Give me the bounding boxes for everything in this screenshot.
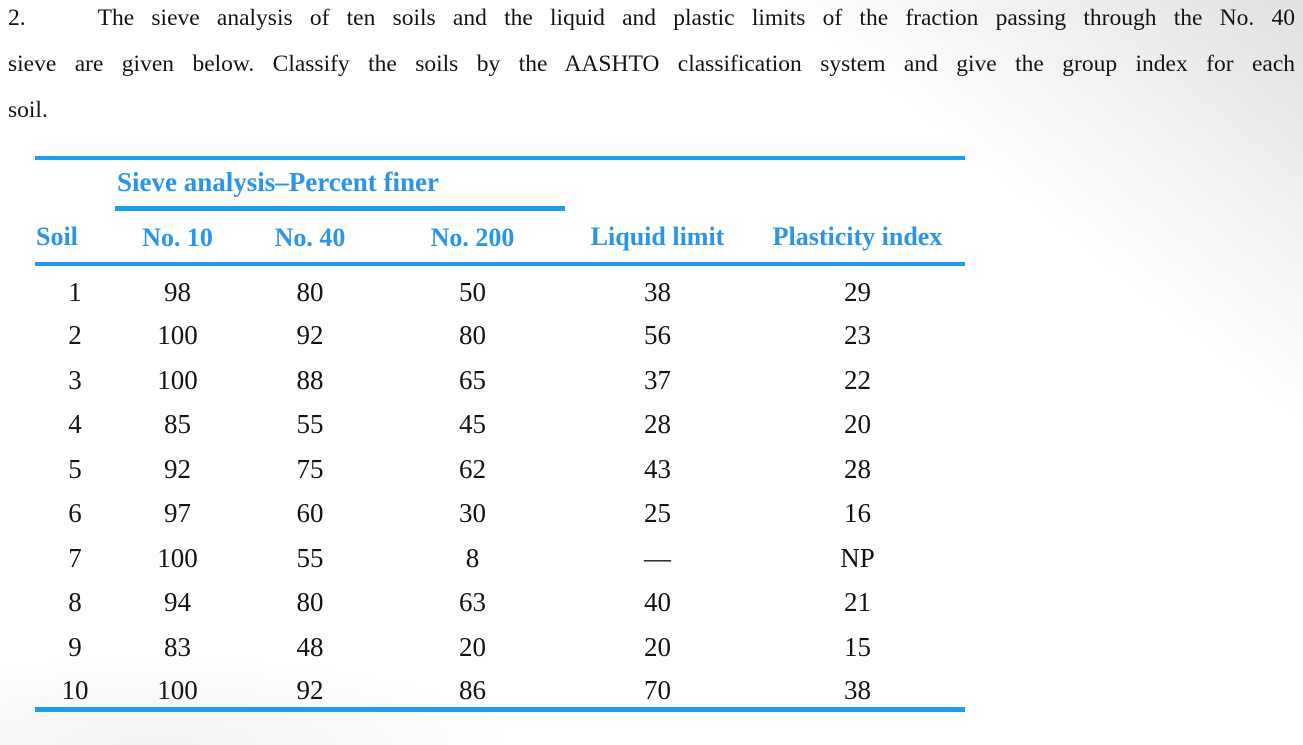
sieve-analysis-span-header: Sieve analysis–Percent finer: [115, 158, 565, 211]
column-header-no-10: No. 10: [142, 223, 213, 253]
table-cell: 63: [459, 587, 486, 618]
table-cell: 55: [296, 409, 324, 440]
span-header-row: Sieve analysis–Percent finer: [35, 158, 965, 211]
table-row: 2 100 92 80 56 23: [35, 309, 965, 354]
table-cell: 9: [68, 631, 82, 662]
table-cell: 29: [844, 276, 871, 307]
problem-line-1: 2. The sieve analysis of ten soils and th…: [8, 0, 1295, 42]
table-cell: 48: [296, 631, 324, 662]
table-cell: 25: [644, 498, 671, 529]
table-cell: 15: [844, 631, 871, 662]
table-row: 7 100 55 8 — NP: [35, 531, 965, 576]
table-cell: 83: [164, 631, 191, 662]
table-cell: 100: [157, 542, 198, 573]
table-cell: 20: [844, 409, 871, 440]
problem-line-2-text: sieve are given below. Classify the soil…: [8, 50, 1295, 77]
empty-cell: [750, 158, 965, 208]
table-cell: 65: [459, 364, 486, 395]
column-header-soil: Soil: [36, 222, 78, 251]
table-cell: 4: [68, 409, 82, 440]
table-row: 1 98 80 50 38 29: [35, 264, 965, 309]
table-cell: 94: [164, 587, 191, 618]
table-row: 5 92 75 62 43 28: [35, 442, 965, 487]
table-cell: 28: [644, 409, 671, 440]
table-cell: 80: [296, 276, 324, 307]
column-header-plasticity-index: Plasticity index: [772, 222, 943, 251]
problem-line-3: soil.: [8, 88, 1295, 134]
table-cell: 8: [68, 587, 82, 618]
table-cell: 100: [157, 364, 198, 395]
table-cell: 86: [459, 675, 486, 705]
table-cell: 85: [164, 409, 191, 440]
table-cell: 75: [296, 453, 324, 484]
table-row: 4 85 55 45 28 20: [35, 398, 965, 443]
table-cell: 7: [68, 542, 82, 573]
table-cell: 80: [296, 587, 324, 618]
problem-line-2: sieve are given below. Classify the soil…: [8, 42, 1295, 88]
table-cell: 80: [459, 320, 486, 351]
table-cell: 10: [61, 675, 89, 705]
column-header-no-200: No. 200: [430, 223, 515, 253]
soil-data-table: Sieve analysis–Percent finer Soil No. 10 N…: [35, 156, 965, 712]
table-cell: —: [644, 542, 671, 573]
table-cell: 2: [68, 320, 82, 351]
table-cell: 37: [644, 364, 671, 395]
table-cell: 43: [644, 453, 671, 484]
table-cell: 20: [459, 631, 486, 662]
table-row: 9 83 48 20 20 15: [35, 620, 965, 665]
problem-number: 2.: [8, 5, 26, 31]
table-cell: 21: [844, 587, 871, 618]
table-cell: 92: [164, 453, 191, 484]
table-cell: 55: [296, 542, 324, 573]
empty-cell: [565, 158, 750, 208]
table-cell: 92: [296, 320, 324, 351]
table-cell: NP: [840, 542, 875, 573]
table-body: 1 98 80 50 38 29 2 100 92 80 56 23 3 100 88 65 37 22 4 85 55…: [35, 264, 965, 709]
table-cell: 23: [844, 320, 871, 351]
column-header-liquid-limit: Liquid limit: [590, 222, 725, 251]
problem-line-1-text: The sieve analysis of ten soils and the …: [97, 5, 1295, 31]
table-cell: 97: [164, 498, 191, 529]
table-cell: 38: [644, 276, 671, 307]
column-header-no-40: No. 40: [274, 223, 346, 253]
table-row: 3 100 88 65 37 22: [35, 353, 965, 398]
table-cell: 20: [644, 631, 671, 662]
table-cell: 6: [68, 498, 82, 529]
table-cell: 98: [164, 276, 191, 307]
table-cell: 1: [68, 276, 82, 307]
table-row: 8 94 80 63 40 21: [35, 576, 965, 621]
table-cell: 60: [296, 498, 324, 529]
table-cell: 50: [459, 276, 486, 307]
empty-cell: [35, 158, 115, 208]
table-cell: 30: [459, 498, 486, 529]
table-cell: 3: [68, 364, 82, 395]
soil-data-table-wrapper: Sieve analysis–Percent finer Soil No. 10 N…: [35, 156, 965, 712]
problem-line-3-text: soil.: [8, 96, 48, 123]
table-cell: 56: [644, 320, 671, 351]
table-row: 6 97 60 30 25 16: [35, 487, 965, 532]
table-cell: 40: [644, 587, 671, 618]
problem-statement: 2. The sieve analysis of ten soils and th…: [8, 0, 1295, 133]
column-header-row: Soil No. 10 No. 40 No. 200 Liquid limit Plast…: [35, 208, 965, 264]
table-cell: 92: [296, 675, 324, 705]
table-cell: 22: [844, 364, 871, 395]
table-cell: 88: [296, 364, 324, 395]
table-row: 10 100 92 86 70 38: [35, 665, 965, 710]
table-cell: 62: [459, 453, 486, 484]
table-cell: 16: [844, 498, 871, 529]
table-cell: 8: [465, 542, 480, 573]
table-cell: 45: [459, 409, 486, 440]
table-cell: 38: [844, 675, 871, 705]
table-cell: 70: [644, 675, 671, 705]
table-cell: 100: [157, 675, 198, 705]
table-cell: 5: [68, 453, 82, 484]
table-cell: 100: [157, 320, 198, 351]
table-cell: 28: [844, 453, 871, 484]
